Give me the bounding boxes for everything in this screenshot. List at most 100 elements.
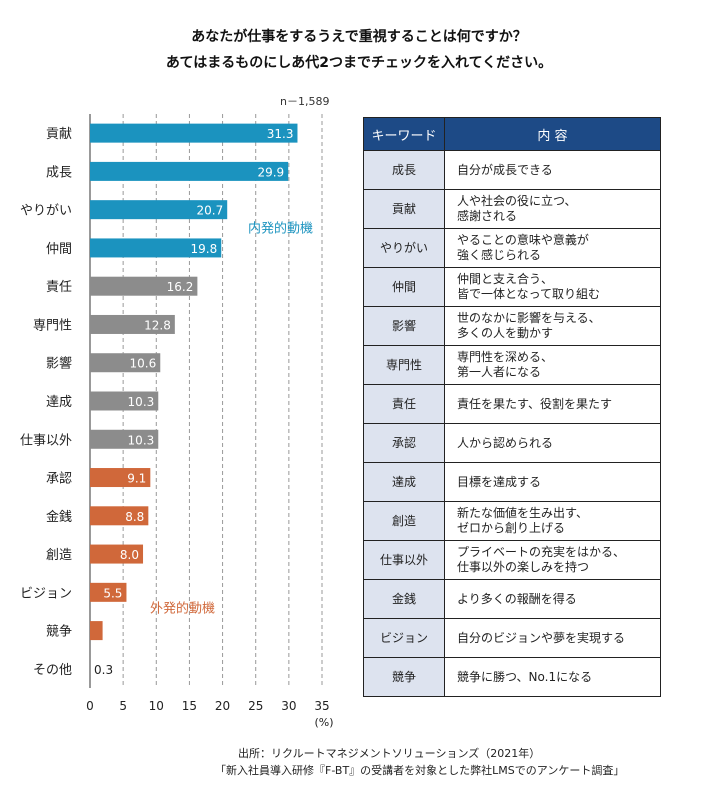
data-label: 12.8 [144,318,171,332]
category-label: 成長 [46,165,72,180]
data-label: 0.3 [94,663,113,677]
table-header-content: 内 容 [444,117,661,151]
content-line1: 新たな価値を生み出す、 [457,506,589,520]
table-row: 責任 責任を果たす、役割を果たす [363,384,661,424]
category-label: 金銭 [46,509,72,525]
content-line1: より多くの報酬を得る [457,591,577,606]
bar [90,429,159,449]
content-cell: 競争に勝つ、No.1になる [444,657,661,697]
chart-title-line2: あてはまるものにしあ代2つまでチェックを入れてください。 [165,55,553,71]
data-label: 9.1 [127,472,146,486]
data-label: 20.7 [196,204,223,218]
content-cell: 自分のビジョンや夢を実現する [444,618,661,658]
category-label: 競争 [46,625,72,640]
keyword-cell: やりがい [363,228,445,268]
data-label: 5.5 [103,586,122,600]
table-row: 仕事以外 プライベートの充実をはかる、 仕事以外の楽しみを持つ [363,540,661,580]
category-label: やりがい [20,204,72,219]
table-row: 創造 新たな価値を生み出す、 ゼロから創り上げる [363,501,661,541]
data-label: 10.3 [128,395,155,409]
content-cell: 責任を果たす、役割を果たす [444,384,661,424]
bar [90,353,161,373]
content-line2: 皆で一体となって取り組む [457,287,601,301]
keyword-cell: 仲間 [363,267,445,307]
data-label: 8.0 [120,548,139,562]
table-row: やりがい やることの意味や意義が 強く感じられる [363,228,661,268]
content-line1: 人や社会の役に立つ、 [457,194,577,208]
bar [90,468,151,488]
content-line2: 強く感じられる [457,248,542,262]
content-line1: 競争に勝つ、No.1になる [457,669,593,684]
bar-chart: 0 5 10 15 20 25 30 35 (%) 貢献 31.3 成長 29.9 やりがい 20.7 仲間 1… [20,114,334,729]
content-line2: 第一人者になる [457,365,542,379]
bar [90,582,127,602]
bar [90,161,289,181]
keyword-cell: 成長 [363,150,445,190]
content-cell: より多くの報酬を得る [444,579,661,619]
x-tick-label: 20 [215,699,230,713]
category-label: ビジョン [20,586,72,601]
bar [90,621,103,641]
group-annotation: 外発的動機 [150,600,215,616]
content-line1: 世のなかに影響を与える、 [457,311,601,325]
x-tick-label: 5 [119,699,127,713]
category-label: 創造 [46,548,72,563]
table-header-row: キーワード 内 容 [363,117,661,151]
content-line1: プライベートの充実をはかる、 [457,545,626,559]
content-line2: 仕事以外の楽しみを持つ [457,560,590,574]
category-label: 仕事以外 [20,433,72,448]
content-line1: 自分が成長できる [457,162,553,177]
category-label: 専門性 [33,318,72,333]
category-label: 仲間 [46,242,72,257]
data-label: 8.8 [125,510,144,524]
table-header-keyword: キーワード [363,117,445,151]
category-label: 承認 [46,471,72,487]
data-label: 16.2 [167,280,194,294]
chart-title-line1: あなたが仕事をするうえで重視することは何ですか？ [191,29,527,45]
content-cell: 目標を達成する [444,462,661,502]
table-row: 承認 人から認められる [363,423,661,463]
category-label: 貢献 [46,127,72,142]
keyword-cell: 達成 [363,462,445,502]
source-line1: 出所：リクルートマネジメントソリューションズ（2021年） [238,747,541,760]
table-row: 競争 競争に勝つ、No.1になる [363,657,661,697]
content-cell: 専門性を深める、 第一人者になる [444,345,661,385]
content-cell: やることの意味や意義が 強く感じられる [444,228,661,268]
table-row: 仲間 仲間と支え合う、 皆で一体となって取り組む [363,267,661,307]
keyword-cell: 仕事以外 [363,540,445,580]
content-line1: 仲間と支え合う、 [457,272,554,286]
content-line1: 人から認められる [457,435,554,450]
category-label: 責任 [46,280,72,295]
keyword-cell: 承認 [363,423,445,463]
table-row: ビジョン 自分のビジョンや夢を実現する [363,618,661,658]
category-label: 達成 [46,395,72,410]
source-line2: 「新入社員導入研修『F-BT』の受講者を対象とした弊社LMSでのアンケート調査」 [215,764,625,777]
data-label: 10.6 [130,357,157,371]
bar [90,544,144,564]
table-row: 専門性 専門性を深める、 第一人者になる [363,345,661,385]
content-cell: 新たな価値を生み出す、 ゼロから創り上げる [444,501,661,541]
bar [90,276,198,296]
bar [90,123,298,143]
content-cell: 世のなかに影響を与える、 多くの人を動かす [444,306,661,346]
table-row: 貢献 人や社会の役に立つ、 感謝される [363,189,661,229]
x-unit-label: (%) [314,716,333,729]
table-row: 金銭 より多くの報酬を得る [363,579,661,619]
x-tick-label: 10 [149,699,164,713]
data-label: 10.3 [128,433,155,447]
x-tick-label: 35 [314,699,329,713]
x-tick-label: 25 [248,699,263,713]
bar [90,200,228,220]
content-line2: 感謝される [457,209,518,223]
content-cell: 人から認められる [444,423,661,463]
category-label: 影響 [46,356,72,372]
content-line1: 専門性を深める、 [457,350,554,364]
x-tick-label: 0 [86,699,94,713]
table-row: 成長 自分が成長できる [363,150,661,190]
keyword-cell: 貢献 [363,189,445,229]
bar [90,506,149,526]
content-line1: やることの意味や意義が [457,233,589,247]
data-label: 19.8 [191,242,218,256]
content-cell: 仲間と支え合う、 皆で一体となって取り組む [444,267,661,307]
keyword-cell: 創造 [363,501,445,541]
